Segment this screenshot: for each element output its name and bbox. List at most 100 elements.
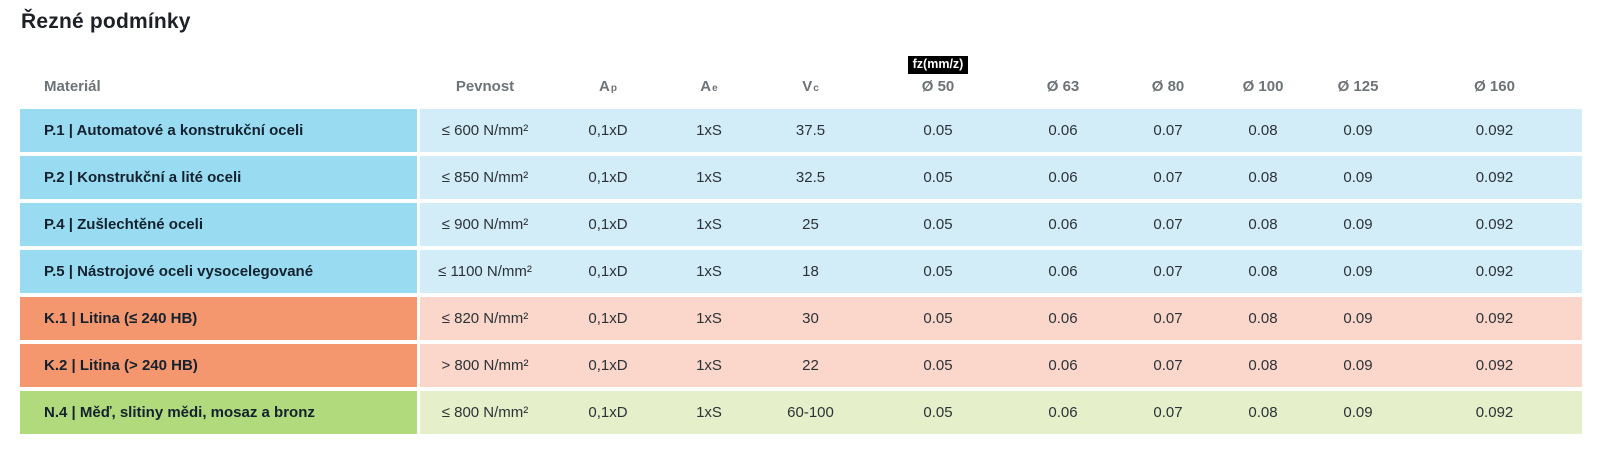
col-header-d80: Ø 80	[1151, 78, 1185, 95]
ap-cell: 0,1xD	[550, 297, 666, 340]
fz-d50-cell: 0.05	[869, 344, 1007, 387]
ae-cell: 1xS	[666, 344, 752, 387]
fz-d160-cell: 0.092	[1407, 344, 1582, 387]
ap-cell: 0,1xD	[550, 250, 666, 293]
vc-cell: 18	[752, 250, 869, 293]
material-cell: P.5 | Nástrojové oceli vysocelegované	[20, 250, 420, 293]
col-header-material: Materiál	[44, 78, 101, 95]
material-cell: P.2 | Konstrukční a lité oceli	[20, 156, 420, 199]
fz-d100-cell: 0.08	[1217, 250, 1309, 293]
vc-cell: 30	[752, 297, 869, 340]
ae-cell: 1xS	[666, 297, 752, 340]
page-title: Řezné podmínky	[21, 10, 191, 33]
fz-d50-cell: 0.05	[869, 250, 1007, 293]
fz-d50-cell: 0.05	[869, 203, 1007, 246]
fz-d100-cell: 0.08	[1217, 297, 1309, 340]
col-header-d100: Ø 100	[1242, 78, 1284, 95]
table-row: K.2 | Litina (> 240 HB) > 800 N/mm² 0,1x…	[20, 344, 1582, 387]
col-header-pevnost: Pevnost	[455, 78, 515, 95]
fz-d50-cell: 0.05	[869, 391, 1007, 434]
fz-d63-cell: 0.06	[1007, 109, 1119, 152]
material-cell: K.2 | Litina (> 240 HB)	[20, 344, 420, 387]
ae-cell: 1xS	[666, 250, 752, 293]
pevnost-cell: ≤ 850 N/mm²	[420, 156, 550, 199]
fz-d80-cell: 0.07	[1119, 203, 1217, 246]
fz-d50-cell: 0.05	[869, 297, 1007, 340]
ap-base: A	[599, 78, 610, 95]
fz-d125-cell: 0.09	[1309, 250, 1407, 293]
table-body: P.1 | Automatové a konstrukční oceli ≤ 6…	[20, 109, 1582, 434]
ap-cell: 0,1xD	[550, 109, 666, 152]
fz-d63-cell: 0.06	[1007, 203, 1119, 246]
ap-cell: 0,1xD	[550, 156, 666, 199]
material-cell: N.4 | Měď, slitiny mědi, mosaz a bronz	[20, 391, 420, 434]
fz-d125-cell: 0.09	[1309, 203, 1407, 246]
fz-d63-cell: 0.06	[1007, 297, 1119, 340]
ae-cell: 1xS	[666, 109, 752, 152]
fz-d80-cell: 0.07	[1119, 109, 1217, 152]
fz-d160-cell: 0.092	[1407, 391, 1582, 434]
fz-d63-cell: 0.06	[1007, 250, 1119, 293]
fz-d50-cell: 0.05	[869, 109, 1007, 152]
pevnost-cell: ≤ 600 N/mm²	[420, 109, 550, 152]
fz-d160-cell: 0.092	[1407, 297, 1582, 340]
vc-sub: c	[813, 83, 819, 94]
ap-cell: 0,1xD	[550, 391, 666, 434]
fz-d160-cell: 0.092	[1407, 203, 1582, 246]
ae-sub: e	[712, 83, 718, 94]
fz-d125-cell: 0.09	[1309, 297, 1407, 340]
fz-d100-cell: 0.08	[1217, 203, 1309, 246]
fz-d100-cell: 0.08	[1217, 344, 1309, 387]
fz-d63-cell: 0.06	[1007, 156, 1119, 199]
d50-label: Ø 50	[921, 78, 955, 95]
fz-d125-cell: 0.09	[1309, 344, 1407, 387]
ap-sub: p	[610, 83, 617, 94]
table-row: K.1 | Litina (≤ 240 HB) ≤ 820 N/mm² 0,1x…	[20, 297, 1582, 340]
fz-d50-cell: 0.05	[869, 156, 1007, 199]
fz-d80-cell: 0.07	[1119, 391, 1217, 434]
fz-d125-cell: 0.09	[1309, 109, 1407, 152]
ap-cell: 0,1xD	[550, 203, 666, 246]
table-row: P.2 | Konstrukční a lité oceli ≤ 850 N/m…	[20, 156, 1582, 199]
fz-d160-cell: 0.092	[1407, 109, 1582, 152]
vc-cell: 22	[752, 344, 869, 387]
vc-cell: 60-100	[752, 391, 869, 434]
ap-cell: 0,1xD	[550, 344, 666, 387]
col-header-d125: Ø 125	[1337, 78, 1379, 95]
fz-d80-cell: 0.07	[1119, 250, 1217, 293]
fz-d100-cell: 0.08	[1217, 109, 1309, 152]
fz-d160-cell: 0.092	[1407, 250, 1582, 293]
fz-d100-cell: 0.08	[1217, 391, 1309, 434]
table-row: P.1 | Automatové a konstrukční oceli ≤ 6…	[20, 109, 1582, 152]
pevnost-cell: ≤ 1100 N/mm²	[420, 250, 550, 293]
material-cell: K.1 | Litina (≤ 240 HB)	[20, 297, 420, 340]
table-row: N.4 | Měď, slitiny mědi, mosaz a bronz ≤…	[20, 391, 1582, 434]
vc-base: V	[802, 78, 813, 95]
ae-cell: 1xS	[666, 203, 752, 246]
vc-cell: 25	[752, 203, 869, 246]
material-cell: P.1 | Automatové a konstrukční oceli	[20, 109, 420, 152]
ae-base: A	[700, 78, 712, 95]
col-header-d63: Ø 63	[1046, 78, 1080, 95]
fz-unit-badge: fz(mm/z)	[907, 56, 969, 74]
pevnost-cell: ≤ 820 N/mm²	[420, 297, 550, 340]
fz-d100-cell: 0.08	[1217, 156, 1309, 199]
fz-d80-cell: 0.07	[1119, 344, 1217, 387]
pevnost-cell: > 800 N/mm²	[420, 344, 550, 387]
vc-cell: 37.5	[752, 109, 869, 152]
fz-d80-cell: 0.07	[1119, 156, 1217, 199]
ae-cell: 1xS	[666, 156, 752, 199]
table-row: P.5 | Nástrojové oceli vysocelegované ≤ …	[20, 250, 1582, 293]
material-cell: P.4 | Zušlechtěné oceli	[20, 203, 420, 246]
ae-cell: 1xS	[666, 391, 752, 434]
fz-d125-cell: 0.09	[1309, 156, 1407, 199]
table-row: P.4 | Zušlechtěné oceli ≤ 900 N/mm² 0,1x…	[20, 203, 1582, 246]
fz-d160-cell: 0.092	[1407, 156, 1582, 199]
col-header-d160: Ø 160	[1474, 78, 1515, 95]
